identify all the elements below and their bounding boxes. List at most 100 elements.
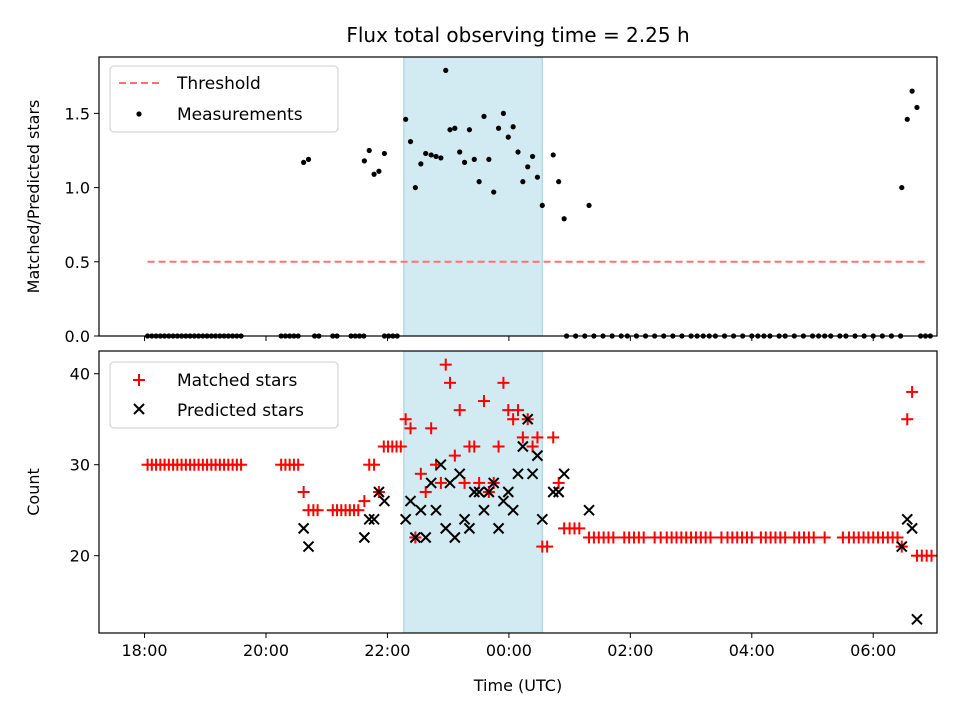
matched-star-point xyxy=(507,413,520,426)
predicted-star-point xyxy=(526,468,539,480)
predicted-star-point xyxy=(415,504,427,516)
measurement-point xyxy=(471,156,477,162)
predicted-star-point xyxy=(517,440,529,453)
predicted-star-point xyxy=(373,486,385,498)
bottom-panel: 18:00 20:00 22:00 00:00 02:00 04:00 06:00 20 30… xyxy=(24,350,938,695)
matched-star-point xyxy=(419,486,432,498)
matched-star-point xyxy=(368,458,381,471)
matched-star-point xyxy=(414,467,427,480)
predicted-star-point xyxy=(583,504,595,516)
x-axis-label: Time (UTC) xyxy=(473,676,562,695)
predicted-stars-points xyxy=(297,413,923,626)
predicted-star-point xyxy=(440,522,452,535)
top-legend: Threshold Measurements xyxy=(109,65,339,133)
measurement-point xyxy=(371,171,377,177)
predicted-star-point xyxy=(302,540,315,553)
measurement-point xyxy=(366,147,372,154)
x-tick-label: 00:00 xyxy=(486,641,532,660)
measurement-point xyxy=(505,134,511,140)
legend-matched-swatch xyxy=(133,374,145,386)
bottom-legend: Matched stars Predicted stars xyxy=(109,361,339,429)
matched-star-point xyxy=(547,431,560,444)
predicted-star-point xyxy=(911,613,923,626)
matched-star-point xyxy=(453,404,466,417)
measurement-point xyxy=(301,159,307,165)
top-y-axis-label: Matched/Predicted stars xyxy=(24,100,43,294)
measurement-point xyxy=(443,67,449,73)
predicted-star-point xyxy=(419,531,432,544)
matched-star-point xyxy=(704,531,717,544)
measurement-point xyxy=(457,149,463,155)
matched-star-point xyxy=(448,449,461,462)
top-panel: 0.0 0.5 1.0 1.5 Matched/Predicted stars Thr… xyxy=(24,56,938,346)
matched-star-point xyxy=(434,476,447,489)
y-tick-label: 30 xyxy=(70,456,90,475)
legend-threshold-label: Threshold xyxy=(176,74,261,94)
predicted-star-point xyxy=(358,531,371,544)
top-axes-frame xyxy=(98,56,938,337)
top-x-ticks xyxy=(144,336,874,341)
measurement-point xyxy=(407,138,414,145)
predicted-star-point xyxy=(444,477,456,489)
matched-star-point xyxy=(399,413,412,426)
legend-predicted-label: Predicted stars xyxy=(177,401,304,421)
predicted-star-point xyxy=(531,449,544,462)
predicted-star-point xyxy=(536,513,548,525)
measurement-point xyxy=(361,158,367,164)
matched-star-point xyxy=(297,486,310,498)
matched-star-point xyxy=(235,458,248,471)
measurement-point xyxy=(491,189,497,195)
predicted-star-point xyxy=(378,495,391,507)
measurement-point xyxy=(529,153,536,160)
predicted-star-point xyxy=(435,459,447,471)
measurement-point xyxy=(476,179,482,185)
measurement-point xyxy=(909,88,915,94)
measurement-point xyxy=(403,116,409,122)
legend-measurements-label: Measurements xyxy=(177,105,303,125)
measurement-point xyxy=(381,150,388,157)
legend-measurements-swatch xyxy=(136,111,142,117)
matched-star-point xyxy=(541,540,554,553)
matched-star-point xyxy=(531,431,544,444)
legend-matched-label: Matched stars xyxy=(177,371,297,391)
measurement-point xyxy=(561,216,567,222)
y-tick-label: 20 xyxy=(70,547,90,566)
measurement-point xyxy=(534,174,541,180)
measurement-point xyxy=(525,164,531,170)
y-tick-label: 0.5 xyxy=(65,253,90,272)
matched-star-point xyxy=(443,376,456,389)
matched-stars-points xyxy=(141,358,938,562)
measurement-point xyxy=(481,113,487,119)
matched-star-point xyxy=(906,385,919,398)
predicted-star-point xyxy=(368,513,380,525)
measurement-point xyxy=(423,150,429,157)
predicted-star-point xyxy=(492,522,505,535)
measurement-point xyxy=(438,155,444,161)
predicted-star-point xyxy=(901,513,913,525)
matched-star-point xyxy=(925,549,938,562)
x-tick-label: 04:00 xyxy=(729,641,775,660)
measurement-point xyxy=(466,127,473,133)
measurement-point xyxy=(433,153,439,160)
matched-star-point xyxy=(637,531,650,544)
predicted-star-point xyxy=(473,486,485,498)
predicted-star-point xyxy=(468,486,480,498)
predicted-star-point xyxy=(896,540,908,553)
measurement-point xyxy=(550,152,556,158)
bottom-axes-frame xyxy=(98,350,938,634)
x-tick-label: 02:00 xyxy=(607,641,653,660)
predicted-star-point xyxy=(558,468,570,480)
bottom-y-ticks: 20 30 40 xyxy=(70,365,99,566)
measurement-point xyxy=(495,125,502,131)
y-tick-label: 1.0 xyxy=(65,179,90,198)
x-tick-label: 22:00 xyxy=(364,641,410,660)
predicted-star-point xyxy=(478,504,490,516)
matched-star-point xyxy=(901,413,914,426)
top-legend-box xyxy=(109,65,339,133)
predicted-star-point xyxy=(463,522,476,535)
measurement-point xyxy=(486,156,492,162)
observing-window-span-top xyxy=(403,56,543,337)
predicted-star-point xyxy=(297,522,310,535)
predicted-star-point xyxy=(449,531,461,544)
